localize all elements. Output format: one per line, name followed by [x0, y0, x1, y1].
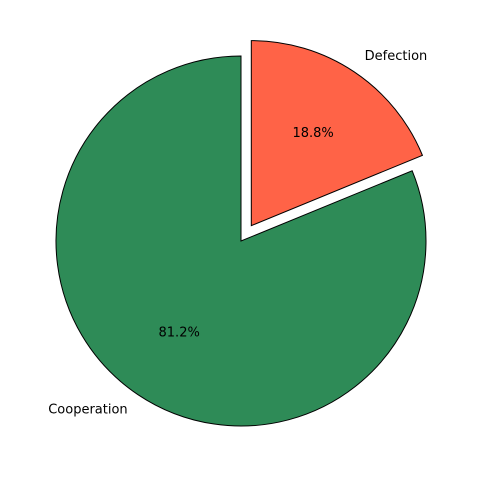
slices-layer: [55, 40, 427, 427]
slice-label-defection: Defection: [365, 49, 428, 64]
pie-slice-defection: [250, 40, 424, 227]
pct-label-defection: 18.8%: [292, 126, 333, 141]
pct-label-cooperation: 81.2%: [159, 326, 200, 341]
slice-label-cooperation: Cooperation: [48, 403, 127, 418]
labels-layer: 81.2% Cooperation 18.8% Defection: [48, 49, 427, 417]
pie-slice-cooperation: [55, 55, 427, 427]
